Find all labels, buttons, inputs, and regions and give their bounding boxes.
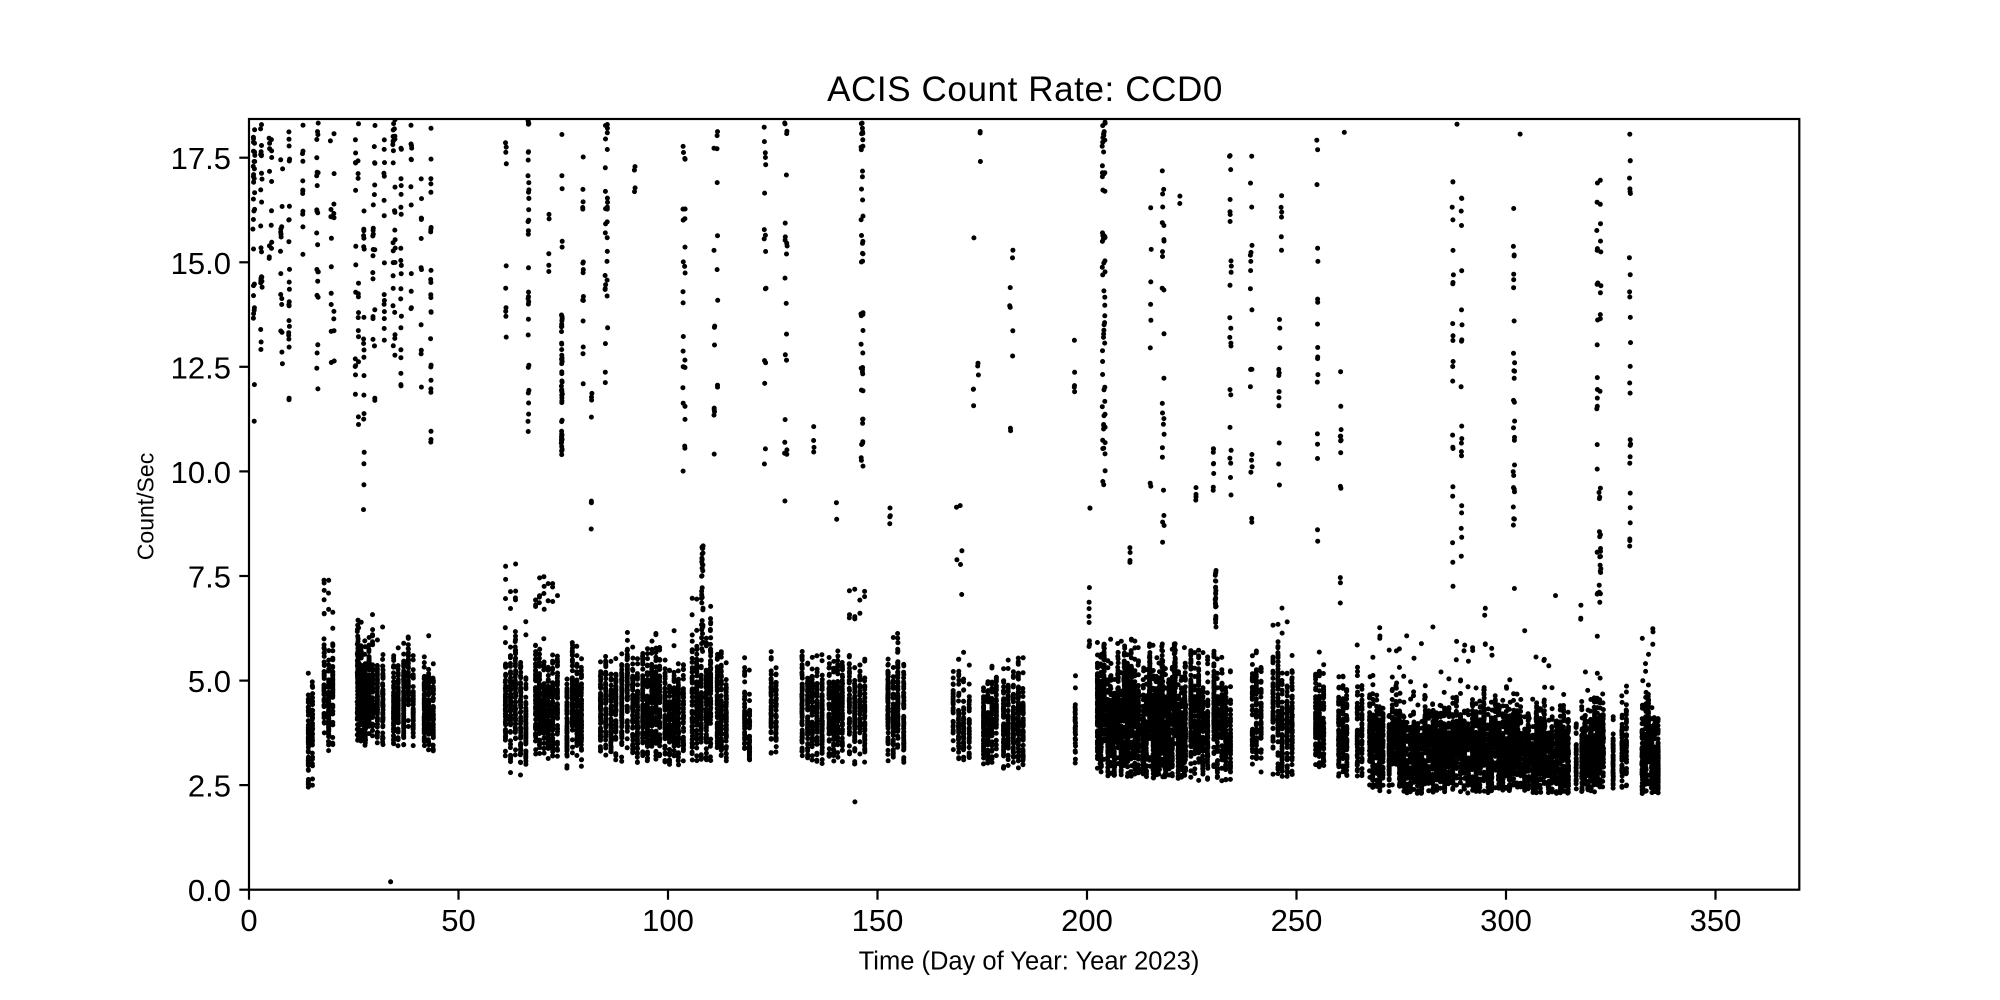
- svg-text:10.0: 10.0: [171, 455, 231, 490]
- svg-text:12.5: 12.5: [171, 350, 231, 385]
- svg-text:7.5: 7.5: [188, 560, 231, 595]
- svg-text:Time (Day of Year: Year 2023): Time (Day of Year: Year 2023): [859, 948, 1200, 976]
- svg-text:17.5: 17.5: [171, 141, 231, 176]
- svg-text:100: 100: [642, 903, 694, 938]
- svg-text:250: 250: [1271, 903, 1323, 938]
- svg-text:15.0: 15.0: [171, 246, 231, 281]
- svg-text:ACIS Count Rate: CCD0: ACIS Count Rate: CCD0: [827, 70, 1223, 109]
- svg-text:Count/Sec: Count/Sec: [133, 453, 159, 560]
- svg-text:150: 150: [852, 903, 904, 938]
- svg-text:200: 200: [1061, 903, 1113, 938]
- svg-text:350: 350: [1690, 903, 1742, 938]
- svg-text:300: 300: [1480, 903, 1532, 938]
- svg-text:2.5: 2.5: [188, 769, 231, 804]
- svg-text:50: 50: [441, 903, 475, 938]
- svg-text:5.0: 5.0: [188, 664, 231, 699]
- svg-text:0.0: 0.0: [188, 873, 231, 908]
- svg-text:0: 0: [240, 903, 257, 938]
